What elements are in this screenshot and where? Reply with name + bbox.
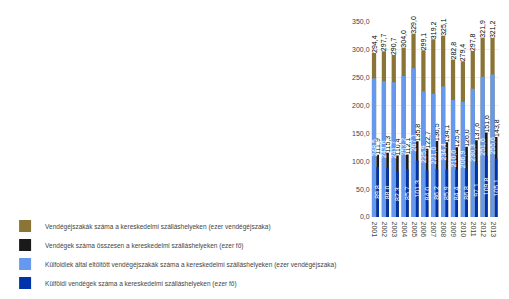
svg-text:200,0: 200,0: [352, 102, 370, 109]
svg-text:86,2: 86,2: [433, 186, 440, 200]
svg-text:241,7: 241,7: [390, 141, 397, 159]
svg-text:300,0: 300,0: [352, 46, 370, 53]
svg-text:2004: 2004: [401, 222, 408, 238]
svg-text:279,4: 279,4: [459, 44, 466, 62]
svg-text:86,8: 86,8: [463, 186, 470, 200]
svg-text:88,0: 88,0: [384, 186, 391, 200]
svg-text:325,1: 325,1: [440, 18, 447, 36]
svg-text:206,9: 206,9: [459, 151, 466, 169]
svg-text:126,0: 126,0: [463, 129, 470, 147]
svg-text:Vendégek száma összesen a kere: Vendégek száma összesen a kereskedelmi s…: [45, 242, 243, 250]
svg-text:110,4: 110,4: [394, 138, 401, 155]
svg-text:101,3: 101,3: [414, 180, 421, 198]
svg-text:137,6: 137,6: [473, 123, 480, 141]
svg-text:0,0: 0,0: [360, 213, 370, 220]
svg-text:Külföldi vendégek száma a kere: Külföldi vendégek száma a kereskedelmi s…: [45, 280, 236, 288]
svg-text:50,0: 50,0: [356, 186, 370, 193]
svg-text:253,2: 253,2: [400, 138, 407, 156]
svg-text:210,0: 210,0: [450, 150, 457, 168]
svg-text:143,8: 143,8: [493, 119, 500, 137]
svg-text:89,8: 89,8: [374, 185, 381, 199]
svg-text:Külfoldiek által eltöltött ven: Külfoldiek által eltöltött vendégéjszaká…: [45, 261, 336, 269]
svg-text:297,8: 297,8: [469, 33, 476, 51]
svg-text:150,0: 150,0: [352, 130, 370, 137]
svg-text:329,0: 329,0: [410, 16, 417, 34]
svg-text:82,3: 82,3: [394, 187, 401, 201]
svg-text:134,1: 134,1: [443, 125, 450, 143]
svg-text:304,0: 304,0: [400, 30, 407, 48]
svg-text:2008: 2008: [440, 222, 447, 238]
svg-text:299,1: 299,1: [420, 33, 427, 51]
svg-text:290,7: 290,7: [390, 37, 397, 55]
svg-text:136,5: 136,5: [433, 123, 440, 141]
svg-text:151,6: 151,6: [483, 115, 490, 133]
svg-text:2013: 2013: [490, 222, 497, 238]
svg-text:2007: 2007: [430, 222, 437, 238]
svg-text:109,8: 109,8: [483, 178, 490, 196]
svg-text:282,8: 282,8: [450, 42, 457, 60]
svg-text:85,7: 85,7: [404, 186, 411, 200]
svg-text:2012: 2012: [480, 222, 487, 238]
svg-text:350,0: 350,0: [352, 18, 370, 25]
svg-text:105,1: 105,1: [493, 179, 500, 197]
svg-text:2003: 2003: [391, 222, 398, 238]
svg-text:125,4: 125,4: [453, 130, 460, 148]
svg-text:135,8: 135,8: [414, 124, 421, 142]
svg-text:321,2: 321,2: [489, 20, 496, 38]
svg-text:2006: 2006: [420, 222, 427, 238]
svg-text:115,3: 115,3: [384, 136, 391, 153]
svg-text:250,0: 250,0: [352, 74, 370, 81]
svg-text:85,9: 85,9: [443, 186, 450, 200]
svg-text:100,0: 100,0: [352, 158, 370, 165]
svg-text:2011: 2011: [470, 222, 477, 237]
svg-text:297,7: 297,7: [380, 34, 387, 52]
svg-text:2010: 2010: [460, 222, 467, 238]
svg-text:234,4: 234,4: [440, 143, 447, 161]
svg-text:2001: 2001: [371, 222, 378, 238]
svg-text:321,9: 321,9: [479, 20, 486, 38]
svg-text:Vendégéjszakák száma a kereske: Vendégéjszakák száma a kereskedelmi szál…: [45, 223, 270, 231]
svg-text:2002: 2002: [381, 222, 388, 238]
svg-text:230,3: 230,3: [469, 144, 476, 162]
svg-text:319,2: 319,2: [430, 22, 437, 40]
svg-text:2009: 2009: [450, 222, 457, 238]
svg-text:97,1: 97,1: [473, 183, 480, 197]
svg-text:221,0: 221,0: [430, 147, 437, 165]
svg-text:267,1: 267,1: [410, 134, 417, 152]
svg-text:84,0: 84,0: [424, 187, 431, 201]
svg-text:294,4: 294,4: [371, 35, 378, 53]
svg-text:248,5: 248,5: [371, 139, 378, 157]
svg-text:243,6: 243,6: [380, 140, 387, 158]
svg-text:84,4: 84,4: [453, 187, 460, 201]
svg-text:112,1: 112,1: [404, 137, 411, 154]
svg-text:122,7: 122,7: [424, 131, 431, 149]
svg-text:251,6: 251,6: [479, 138, 486, 156]
svg-text:225,9: 225,9: [420, 145, 427, 163]
svg-text:2005: 2005: [411, 222, 418, 238]
svg-text:255,6: 255,6: [489, 137, 496, 155]
svg-text:111,9: 111,9: [374, 138, 381, 155]
